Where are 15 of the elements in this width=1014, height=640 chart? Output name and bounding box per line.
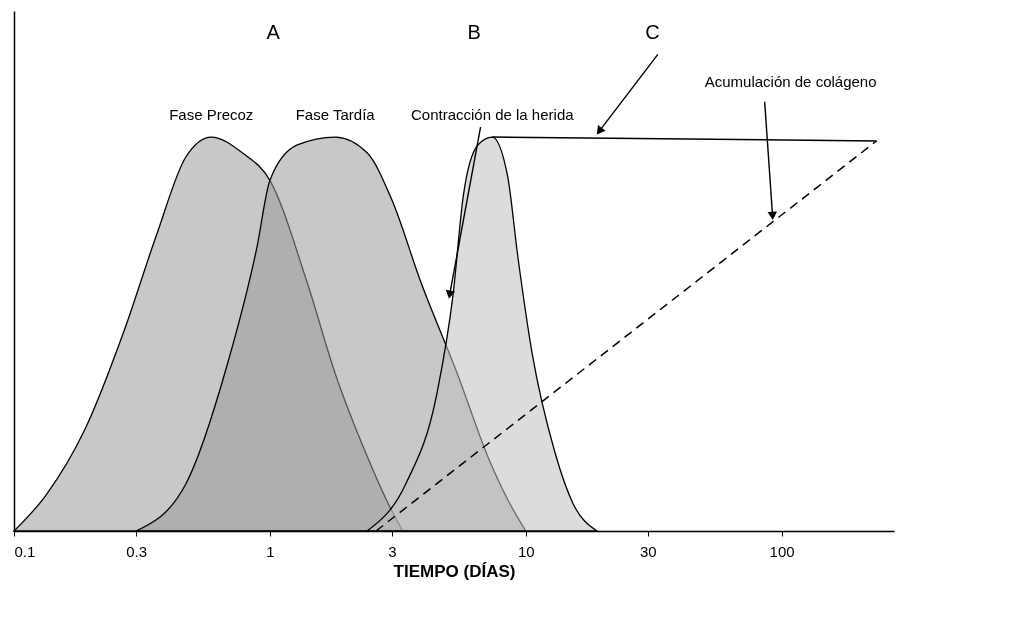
series-label: Contracción de la herida <box>410 106 575 124</box>
x-tick-label: 100 <box>769 542 795 560</box>
text: Acumulación de colágeno <box>704 72 877 90</box>
x-tick-label: 1 <box>266 542 275 560</box>
x-tick-label: 0.3 <box>126 542 148 560</box>
text: C <box>645 20 660 43</box>
text: B <box>467 20 481 43</box>
x-axis-title: TIEMPO (DÍAS) <box>393 561 516 581</box>
x-tick-label: 3 <box>388 542 397 560</box>
x-tick-label: 0.1 <box>14 542 36 560</box>
x-tick-label: 10 <box>517 542 535 560</box>
series-label: Fase Tardía <box>295 106 376 124</box>
text: A <box>266 20 281 43</box>
series-label: Fase Precoz <box>169 106 254 124</box>
x-tick-label: 30 <box>639 542 657 560</box>
